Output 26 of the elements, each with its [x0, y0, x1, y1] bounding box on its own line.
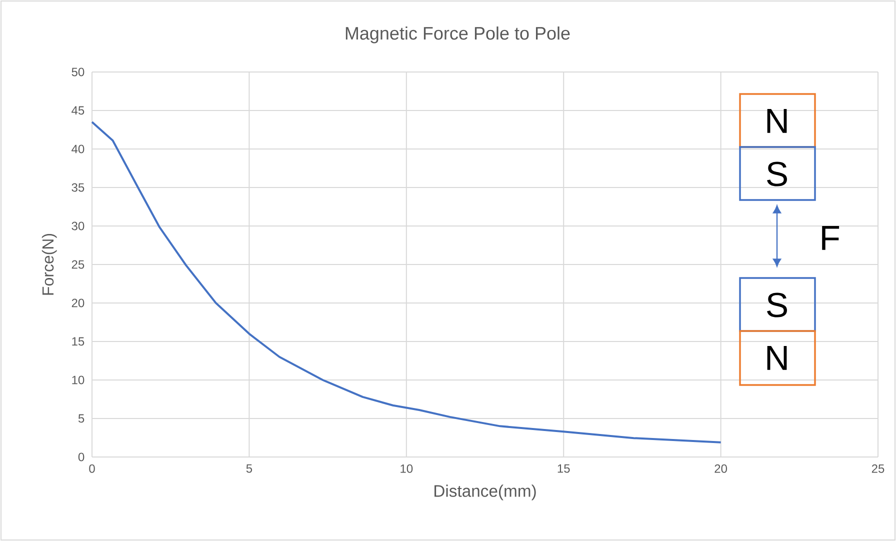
x-axis-title: Distance(mm) [434, 484, 536, 500]
y-tick-label: 0 [78, 452, 84, 462]
y-tick-label: 25 [72, 260, 84, 269]
annotation: S [767, 162, 787, 186]
y-tick-label: 30 [72, 222, 84, 230]
y-tick-label: 40 [72, 144, 84, 154]
x-tick-label: 25 [872, 464, 884, 473]
y-tick-label: 5 [78, 414, 84, 423]
x-tick-label: 0 [89, 464, 95, 473]
x-tick-label: 10 [400, 464, 413, 473]
y-tick-label: 45 [72, 106, 84, 115]
x-tick-label: 15 [558, 464, 570, 473]
y-tick-label: 35 [72, 183, 84, 192]
y-tick-label: 10 [72, 376, 84, 384]
chart-title: Magnetic Force Pole to Pole [346, 26, 570, 44]
y-tick-label: 15 [72, 337, 84, 346]
annotation: F [822, 226, 840, 250]
y-tick-label: 50 [72, 68, 84, 76]
annotation: N [767, 346, 787, 370]
x-tick-label: 20 [714, 464, 728, 473]
line-series [91, 121, 722, 444]
x-tick-label: 5 [246, 464, 252, 473]
y-tick-label: 20 [72, 298, 84, 308]
annotation: S [767, 292, 787, 318]
annotation: N [767, 109, 787, 133]
y-axis-title: Force(N) [42, 234, 57, 295]
